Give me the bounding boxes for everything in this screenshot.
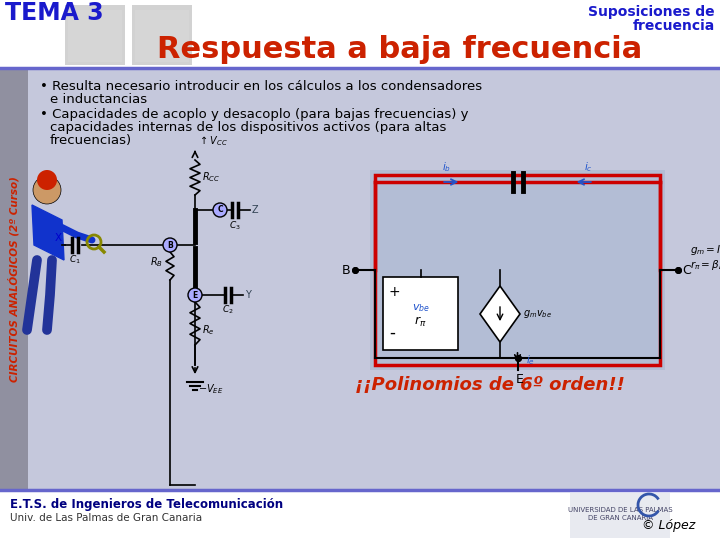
- Text: $v_{be}$: $v_{be}$: [412, 302, 429, 314]
- Text: © López: © López: [642, 519, 695, 532]
- Text: frecuencias): frecuencias): [50, 134, 132, 147]
- Text: B: B: [341, 264, 350, 276]
- Text: $r_\pi$: $r_\pi$: [414, 314, 427, 328]
- Text: E.T.S. de Ingenieros de Telecomunicación: E.T.S. de Ingenieros de Telecomunicación: [10, 498, 283, 511]
- Text: $i_b$: $i_b$: [441, 160, 451, 174]
- Bar: [0, 490, 720, 540]
- Text: $C_2$: $C_2$: [222, 304, 234, 316]
- Text: $i_e$: $i_e$: [526, 353, 534, 367]
- Text: $-V_{EE}$: $-V_{EE}$: [198, 382, 223, 396]
- Text: ¡¡Polinomios de 6º orden!!: ¡¡Polinomios de 6º orden!!: [355, 376, 625, 394]
- Text: Univ. de Las Palmas de Gran Canaria: Univ. de Las Palmas de Gran Canaria: [10, 513, 202, 523]
- Text: X: X: [55, 233, 62, 243]
- Circle shape: [37, 170, 57, 190]
- Text: $R_B$: $R_B$: [150, 255, 163, 269]
- Text: $R_{CC}$: $R_{CC}$: [202, 171, 220, 184]
- Text: Suposiciones de: Suposiciones de: [588, 5, 715, 19]
- Text: $i_c$: $i_c$: [585, 160, 593, 174]
- Bar: [28, 68, 720, 490]
- Text: E: E: [516, 373, 523, 386]
- Circle shape: [163, 238, 177, 252]
- Text: capacidades internas de los dispositivos activos (para altas: capacidades internas de los dispositivos…: [50, 121, 446, 134]
- Text: $g_m = I_C/V_T$: $g_m = I_C/V_T$: [690, 243, 720, 257]
- Text: C: C: [682, 264, 690, 276]
- Text: Respuesta a baja frecuencia: Respuesta a baja frecuencia: [158, 36, 643, 64]
- Text: TEMA 3: TEMA 3: [5, 1, 104, 25]
- Text: $C_3$: $C_3$: [229, 219, 241, 232]
- Text: frecuencia: frecuencia: [633, 19, 715, 33]
- Text: $g_m v_{be}$: $g_m v_{be}$: [523, 308, 552, 320]
- Bar: [68, 10, 122, 62]
- Text: • Capacidades de acoplo y desacoplo (para bajas frecuencias) y: • Capacidades de acoplo y desacoplo (par…: [40, 108, 469, 121]
- Text: e inductancias: e inductancias: [50, 93, 147, 106]
- Circle shape: [33, 176, 61, 204]
- Text: B: B: [167, 240, 173, 249]
- Text: Z: Z: [252, 205, 258, 215]
- Text: $R_e$: $R_e$: [202, 323, 215, 337]
- Text: $\uparrow V_{CC}$: $\uparrow V_{CC}$: [198, 134, 228, 148]
- Bar: [383, 277, 458, 350]
- Polygon shape: [32, 205, 64, 260]
- Bar: [375, 175, 660, 365]
- Bar: [135, 10, 189, 62]
- Circle shape: [213, 203, 227, 217]
- Bar: [370, 170, 665, 370]
- Text: E: E: [192, 291, 197, 300]
- Text: CIRCUITOS ANALÓGICOS (2º Curso): CIRCUITOS ANALÓGICOS (2º Curso): [8, 176, 19, 382]
- Text: C: C: [217, 206, 222, 214]
- Bar: [0, 0, 720, 68]
- Circle shape: [188, 288, 202, 302]
- Bar: [132, 5, 192, 65]
- Text: UNIVERSIDAD DE LAS PALMAS
DE GRAN CANARIA: UNIVERSIDAD DE LAS PALMAS DE GRAN CANARI…: [567, 508, 672, 521]
- Bar: [65, 5, 125, 65]
- Bar: [570, 493, 670, 538]
- Text: $r_\pi = \beta/g_m$: $r_\pi = \beta/g_m$: [690, 258, 720, 272]
- Text: Y: Y: [245, 290, 251, 300]
- Text: • Resulta necesario introducir en los cálculos a los condensadores: • Resulta necesario introducir en los cá…: [40, 80, 482, 93]
- Text: +: +: [389, 285, 400, 299]
- Text: -: -: [389, 324, 395, 342]
- Text: $C_1$: $C_1$: [69, 254, 81, 267]
- Bar: [0, 68, 28, 490]
- Polygon shape: [480, 286, 520, 342]
